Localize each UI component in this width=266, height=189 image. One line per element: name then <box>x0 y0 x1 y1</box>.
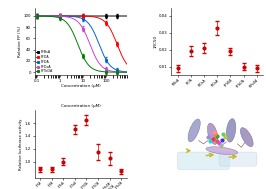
Ellipse shape <box>188 119 200 142</box>
Legend: PFBsA, PFOA, PFDA, PFDoA, PFTeDA: PFBsA, PFOA, PFDA, PFDoA, PFTeDA <box>36 50 53 74</box>
Y-axis label: 1/IC50: 1/IC50 <box>153 35 157 48</box>
FancyBboxPatch shape <box>219 152 257 166</box>
Ellipse shape <box>240 128 253 147</box>
FancyBboxPatch shape <box>178 152 229 170</box>
Y-axis label: Relative luciferase activity: Relative luciferase activity <box>19 118 23 170</box>
Ellipse shape <box>226 119 236 142</box>
X-axis label: Concentration (µM): Concentration (µM) <box>61 84 101 88</box>
Ellipse shape <box>207 123 218 144</box>
Title: Concentration (µM): Concentration (µM) <box>61 104 101 108</box>
Y-axis label: Relative FP (%): Relative FP (%) <box>18 26 22 57</box>
Ellipse shape <box>206 147 238 155</box>
